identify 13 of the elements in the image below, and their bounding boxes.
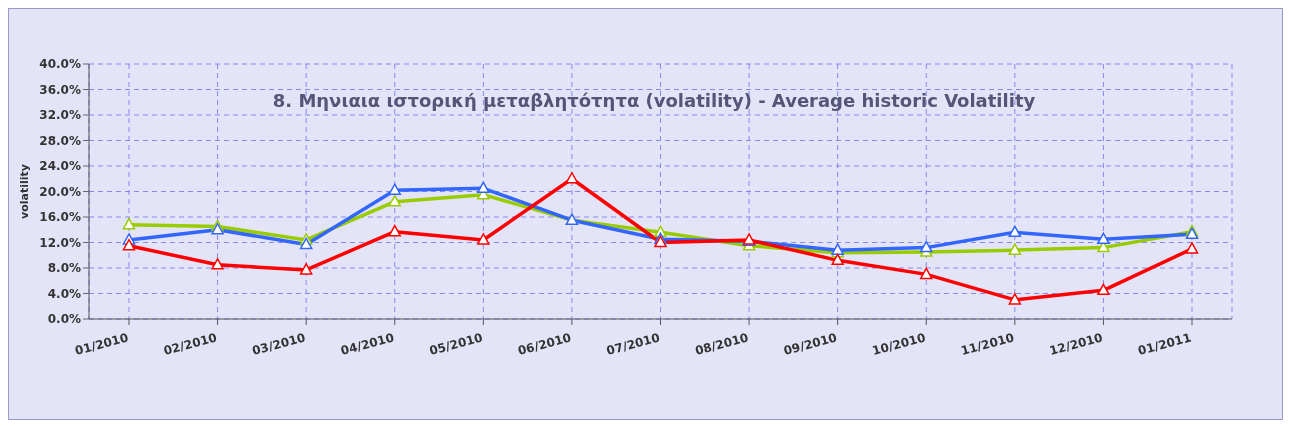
y-tick-label: 20.0% — [39, 184, 81, 199]
y-tick-label: 40.0% — [39, 57, 81, 72]
y-tick-label: 28.0% — [39, 133, 81, 148]
y-tick-label: 16.0% — [39, 210, 81, 225]
y-tick-label: 36.0% — [39, 82, 81, 97]
y-axis-title: volatility — [17, 164, 31, 219]
y-tick-label: 24.0% — [39, 159, 81, 174]
text: 8. Μηνιαια ιστορική μεταβλητότητα (volatility) - Average historic Volatility — [272, 90, 1036, 111]
y-tick-label: 4.0% — [47, 286, 81, 301]
y-tick-label: 12.0% — [39, 235, 81, 250]
y-tick-label: 8.0% — [47, 261, 81, 276]
y-tick-label: 0.0% — [47, 312, 81, 327]
y-tick-label: 32.0% — [39, 108, 81, 123]
